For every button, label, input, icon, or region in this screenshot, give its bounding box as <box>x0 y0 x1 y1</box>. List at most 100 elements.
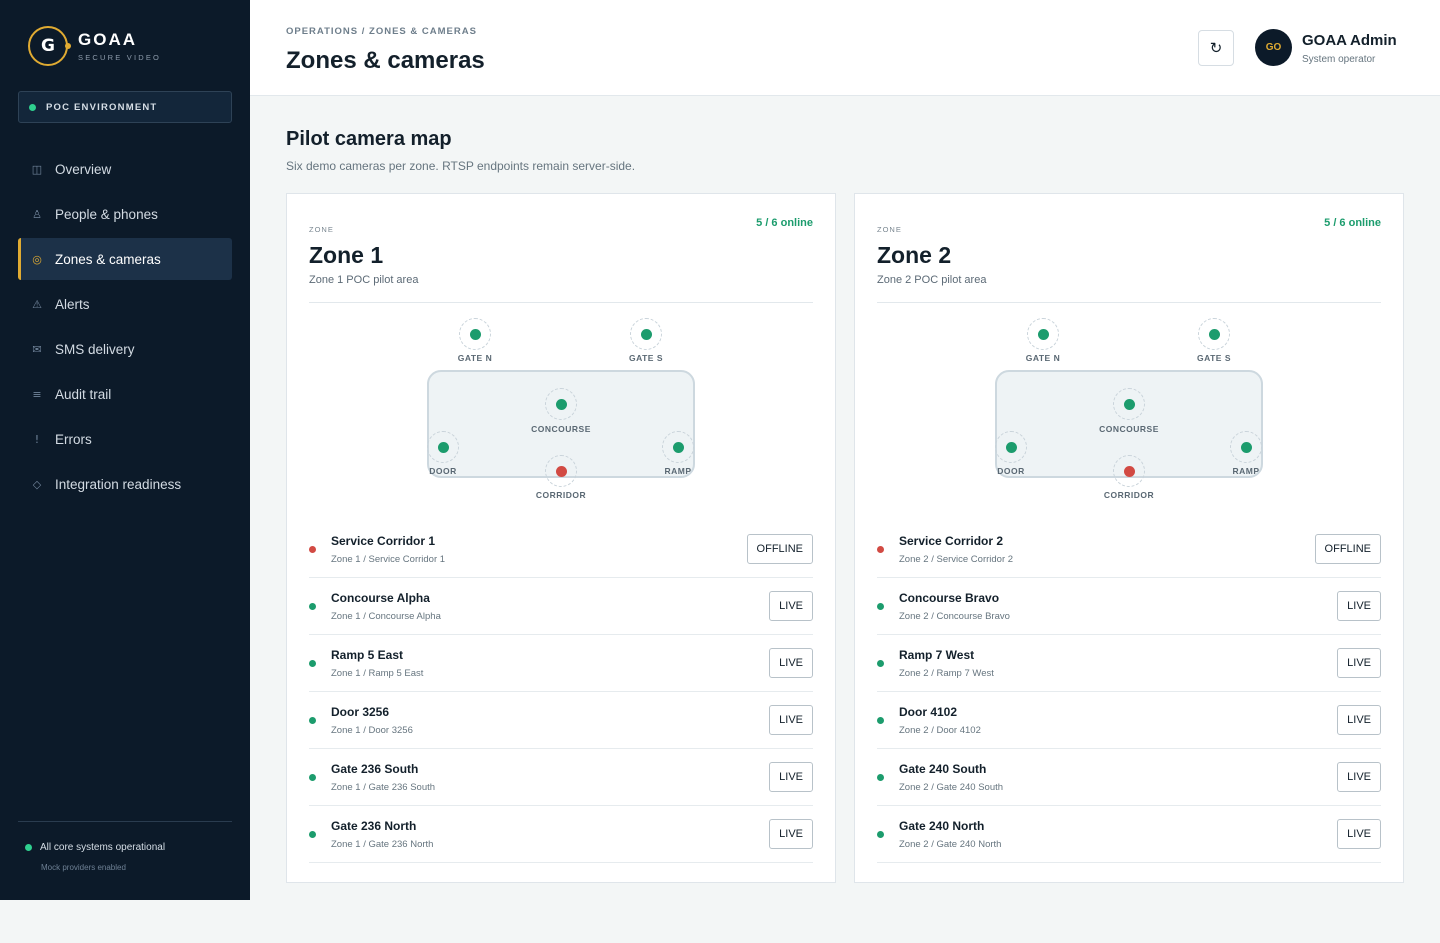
camera-name: Gate 240 South <box>899 761 987 776</box>
zone-card: ZONE 5 / 6 online Zone 1 Zone 1 POC pilot a… <box>286 193 836 883</box>
camera-marker[interactable] <box>1113 455 1145 487</box>
sidebar-item-label: Integration readiness <box>55 476 182 492</box>
camera-status-button[interactable]: LIVE <box>1337 705 1381 735</box>
refresh-icon: ↻ <box>1209 39 1223 57</box>
camera-marker-label: GATE N <box>457 353 493 363</box>
camera-marker[interactable] <box>459 318 491 350</box>
sidebar-item-audit-trail[interactable]: ≡ Audit trail <box>18 373 232 415</box>
camera-status-button[interactable]: LIVE <box>769 705 813 735</box>
camera-status-dot <box>877 659 884 667</box>
camera-info: Door 3256 Zone 1 / Door 3256 <box>331 705 413 736</box>
camera-row[interactable]: Gate 236 North Zone 1 / Gate 236 North LIV… <box>309 806 813 863</box>
camera-marker[interactable] <box>1113 388 1145 420</box>
camera-path: Zone 1 / Service Corridor 1 <box>331 553 446 565</box>
camera-path: Zone 2 / Gate 240 North <box>899 838 1002 850</box>
refresh-button[interactable]: ↻ <box>1198 30 1234 66</box>
camera-info: Ramp 7 West Zone 2 / Ramp 7 West <box>899 648 994 679</box>
camera-marker-label: CONCOURSE <box>531 424 591 434</box>
camera-status-button[interactable]: OFFLINE <box>1314 534 1381 564</box>
camera-row[interactable]: Door 3256 Zone 1 / Door 3256 LIVE <box>309 692 813 749</box>
sidebar-item-zones-cameras[interactable]: ◎ Zones & cameras <box>18 238 232 280</box>
exclamation-icon: ! <box>34 432 40 446</box>
camera-row[interactable]: Concourse Alpha Zone 1 / Concourse Alpha L… <box>309 578 813 635</box>
sidebar-item-sms-delivery[interactable]: ✉ SMS delivery <box>18 328 232 370</box>
camera-status-button[interactable]: OFFLINE <box>746 534 813 564</box>
camera-marker[interactable] <box>995 431 1027 463</box>
camera-path: Zone 2 / Ramp 7 West <box>899 667 994 679</box>
sidebar-item-errors[interactable]: ! Errors <box>18 418 232 460</box>
camera-row[interactable]: Ramp 7 West Zone 2 / Ramp 7 West LIVE <box>877 635 1381 692</box>
sidebar-item-label: Errors <box>55 431 92 447</box>
zone-card: ZONE 5 / 6 online Zone 2 Zone 2 POC pilot a… <box>854 193 1404 883</box>
camera-status-button[interactable]: LIVE <box>769 819 813 849</box>
camera-row[interactable]: Service Corridor 1 Zone 1 / Service Corri… <box>309 521 813 578</box>
camera-icon <box>437 441 449 453</box>
camera-marker[interactable] <box>1198 318 1230 350</box>
sidebar-item-alerts[interactable]: ⚠ Alerts <box>18 283 232 325</box>
avatar[interactable]: GO <box>1255 29 1292 66</box>
camera-info: Gate 240 North Zone 2 / Gate 240 North <box>899 819 1001 850</box>
main-content: Pilot camera map Six demo cameras per zo… <box>286 128 1404 883</box>
camera-row[interactable]: Gate 240 North Zone 2 / Gate 240 North LIV… <box>877 806 1381 863</box>
camera-status-button[interactable]: LIVE <box>769 648 813 678</box>
zone-description: Zone 1 POC pilot area <box>309 274 419 286</box>
camera-status-button[interactable]: LIVE <box>769 591 813 621</box>
system-status-subtext: Mock providers enabled <box>41 863 126 872</box>
camera-marker[interactable] <box>427 431 459 463</box>
camera-row[interactable]: Gate 236 South Zone 1 / Gate 236 South LIV… <box>309 749 813 806</box>
camera-status-dot <box>877 716 884 724</box>
sidebar-item-label: People & phones <box>55 206 158 222</box>
camera-status-dot <box>309 830 316 838</box>
sidebar-item-integration-readiness[interactable]: ◇ Integration readiness <box>18 463 232 505</box>
camera-name: Concourse Bravo <box>899 590 1000 605</box>
camera-status-button[interactable]: LIVE <box>1337 819 1381 849</box>
camera-name: Service Corridor 2 <box>899 533 1004 548</box>
camera-row[interactable]: Service Corridor 2 Zone 2 / Service Corri… <box>877 521 1381 578</box>
camera-row[interactable]: Gate 240 South Zone 2 / Gate 240 South LIV… <box>877 749 1381 806</box>
user-name: GOAA Admin <box>1302 32 1397 49</box>
camera-marker[interactable] <box>1027 318 1059 350</box>
camera-status-button[interactable]: LIVE <box>769 762 813 792</box>
camera-status-dot <box>877 830 884 838</box>
camera-status-button[interactable]: LIVE <box>1337 591 1381 621</box>
zones-grid: ZONE 5 / 6 online Zone 1 Zone 1 POC pilot a… <box>286 193 1404 883</box>
camera-icon <box>1005 441 1017 453</box>
mail-icon: ✉ <box>32 342 42 356</box>
system-status: All core systems operational Mock provid… <box>18 821 232 872</box>
camera-path: Zone 2 / Door 4102 <box>899 724 981 736</box>
camera-path: Zone 1 / Gate 236 South <box>331 781 436 793</box>
camera-row[interactable]: Door 4102 Zone 2 / Door 4102 LIVE <box>877 692 1381 749</box>
camera-info: Service Corridor 2 Zone 2 / Service Corri… <box>899 534 1013 565</box>
camera-status-button[interactable]: LIVE <box>1337 762 1381 792</box>
camera-row[interactable]: Concourse Bravo Zone 2 / Concourse Bravo L… <box>877 578 1381 635</box>
camera-status-button[interactable]: LIVE <box>1337 648 1381 678</box>
camera-marker[interactable] <box>545 455 577 487</box>
zone-eyebrow: ZONE <box>877 225 902 234</box>
topbar: OPERATIONS / ZONES & CAMERAS Zones & cam… <box>250 0 1440 96</box>
camera-path: Zone 1 / Door 3256 <box>331 724 413 736</box>
section-title: Pilot camera map <box>286 128 452 150</box>
user-info[interactable]: GOAA Admin System operator <box>1302 32 1397 65</box>
sidebar-item-overview[interactable]: ◫ Overview <box>18 148 232 190</box>
sidebar: G GOAA SECURE VIDEO POC ENVIRONMENT ◫ Ov… <box>0 0 250 900</box>
camera-icon <box>640 328 652 340</box>
zone-online-count: 5 / 6 online <box>1324 217 1381 229</box>
camera-icon <box>1208 328 1220 340</box>
user-role: System operator <box>1302 54 1376 65</box>
divider <box>309 302 813 303</box>
camera-info: Gate 240 South Zone 2 / Gate 240 South <box>899 762 1003 793</box>
sidebar-item-label: Alerts <box>55 296 90 312</box>
sidebar-item-people-phones[interactable]: ♙ People & phones <box>18 193 232 235</box>
camera-marker[interactable] <box>662 431 694 463</box>
camera-marker[interactable] <box>630 318 662 350</box>
environment-badge: POC ENVIRONMENT <box>18 91 232 123</box>
zone-online-count: 5 / 6 online <box>756 217 813 229</box>
camera-info: Concourse Alpha Zone 1 / Concourse Alpha <box>331 591 441 622</box>
camera-marker[interactable] <box>545 388 577 420</box>
brand[interactable]: G GOAA SECURE VIDEO <box>28 26 161 66</box>
camera-status-dot <box>309 602 316 610</box>
camera-path: Zone 2 / Service Corridor 2 <box>899 553 1014 565</box>
camera-row[interactable]: Ramp 5 East Zone 1 / Ramp 5 East LIVE <box>309 635 813 692</box>
camera-marker-label: RAMP <box>1232 466 1260 476</box>
camera-marker[interactable] <box>1230 431 1262 463</box>
